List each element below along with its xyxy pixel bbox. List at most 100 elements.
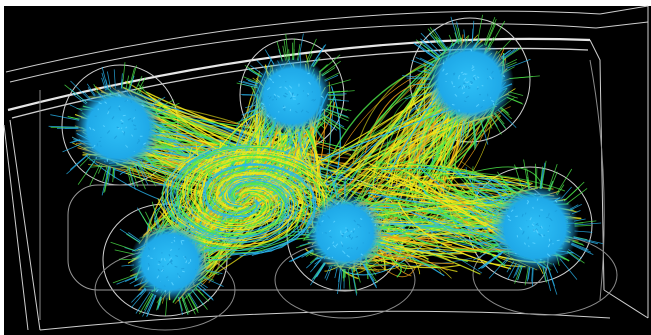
blob-texture bbox=[457, 85, 462, 89]
blob-texture bbox=[156, 289, 159, 293]
swirl-streamline bbox=[157, 173, 303, 247]
blob-texture bbox=[350, 247, 353, 250]
blob-texture bbox=[124, 99, 128, 103]
blob-texture bbox=[462, 91, 465, 95]
swirl-streamline bbox=[195, 158, 324, 240]
swirl-streamline bbox=[181, 168, 309, 252]
blob-texture bbox=[272, 81, 275, 84]
blob-texture bbox=[547, 229, 549, 231]
blob-texture bbox=[546, 253, 551, 257]
blob-texture bbox=[355, 236, 359, 238]
streamline bbox=[361, 262, 407, 273]
blob-texture bbox=[126, 99, 129, 101]
blob-texture bbox=[150, 257, 153, 259]
swirl-streamline bbox=[190, 154, 332, 227]
blob-texture bbox=[463, 77, 467, 81]
blob-texture bbox=[336, 202, 340, 205]
blob-texture bbox=[548, 213, 550, 217]
blob-texture bbox=[165, 276, 169, 279]
blob-texture bbox=[273, 117, 277, 120]
blob-texture bbox=[327, 246, 330, 251]
blob-texture bbox=[491, 99, 494, 103]
blob-texture bbox=[147, 255, 150, 257]
blob-texture bbox=[442, 68, 445, 72]
blob-texture bbox=[453, 85, 456, 88]
blob-texture bbox=[180, 240, 183, 244]
blob-texture bbox=[269, 77, 273, 81]
blob-texture bbox=[132, 124, 137, 127]
blob-texture bbox=[169, 261, 173, 265]
blob-texture bbox=[552, 242, 554, 245]
blob-texture bbox=[132, 116, 136, 120]
blob-texture bbox=[359, 225, 362, 228]
blob-texture bbox=[550, 239, 552, 243]
blob-texture bbox=[506, 214, 511, 218]
blob-texture bbox=[319, 223, 321, 227]
blob-texture bbox=[284, 86, 288, 90]
blob-texture bbox=[342, 250, 346, 255]
blob-texture bbox=[329, 235, 333, 238]
blob-texture bbox=[451, 81, 454, 85]
blob-texture bbox=[356, 246, 359, 251]
blob-texture bbox=[462, 84, 466, 88]
blob-texture bbox=[168, 257, 173, 261]
blob-texture bbox=[118, 105, 121, 108]
blob-texture bbox=[532, 242, 536, 244]
port-blobs bbox=[74, 38, 579, 302]
blob-texture bbox=[175, 255, 179, 257]
blob-texture bbox=[163, 285, 166, 287]
blob-texture bbox=[147, 262, 150, 267]
swirl-streamline bbox=[190, 155, 329, 226]
blob-texture bbox=[277, 95, 280, 98]
blob-texture bbox=[283, 108, 286, 112]
blob-texture bbox=[491, 70, 494, 74]
border-top bbox=[0, 0, 651, 6]
blob-texture bbox=[321, 220, 324, 223]
swirl-streamline bbox=[160, 175, 299, 244]
blob-texture bbox=[296, 93, 299, 96]
blob-texture bbox=[118, 94, 120, 97]
blob-texture bbox=[328, 229, 332, 233]
blob-texture bbox=[532, 229, 535, 231]
blob-texture bbox=[344, 230, 349, 234]
blob-texture bbox=[374, 223, 376, 227]
swirl-streamline bbox=[182, 150, 317, 231]
blob-texture bbox=[148, 247, 150, 251]
blob-texture bbox=[308, 81, 311, 85]
swirl-streamline bbox=[159, 171, 303, 247]
blob-texture bbox=[174, 265, 178, 268]
blob-texture bbox=[466, 81, 470, 84]
blob-texture bbox=[106, 130, 111, 134]
blob-texture bbox=[138, 138, 141, 142]
swirl-streamline bbox=[170, 145, 289, 239]
blob-texture bbox=[540, 225, 543, 229]
blob-texture bbox=[110, 106, 112, 108]
blob-texture bbox=[535, 229, 539, 233]
blob-texture bbox=[118, 107, 121, 111]
blob-texture bbox=[313, 98, 317, 102]
blob-texture bbox=[537, 233, 542, 237]
swirl-streamline bbox=[166, 161, 295, 243]
blob-texture bbox=[284, 92, 288, 96]
blob-texture bbox=[143, 142, 146, 145]
blob-texture bbox=[519, 226, 522, 231]
swirl-streamline bbox=[158, 172, 304, 246]
blob-texture bbox=[338, 203, 342, 206]
blob-texture bbox=[268, 96, 272, 100]
blob-texture bbox=[348, 235, 351, 239]
blob-texture bbox=[524, 212, 527, 215]
blob-texture bbox=[536, 198, 539, 201]
blob-texture bbox=[188, 261, 190, 265]
blob-texture bbox=[332, 244, 337, 248]
blob-texture bbox=[158, 260, 161, 264]
blob-texture bbox=[261, 106, 264, 110]
streamline bbox=[406, 77, 426, 216]
swirl-streamline bbox=[176, 145, 287, 234]
blob-texture bbox=[467, 87, 471, 89]
blob-texture bbox=[350, 236, 354, 240]
wireframe-housing bbox=[3, 5, 649, 331]
blob-texture bbox=[288, 90, 292, 94]
blob-texture bbox=[535, 222, 539, 226]
blob-texture bbox=[346, 247, 350, 250]
